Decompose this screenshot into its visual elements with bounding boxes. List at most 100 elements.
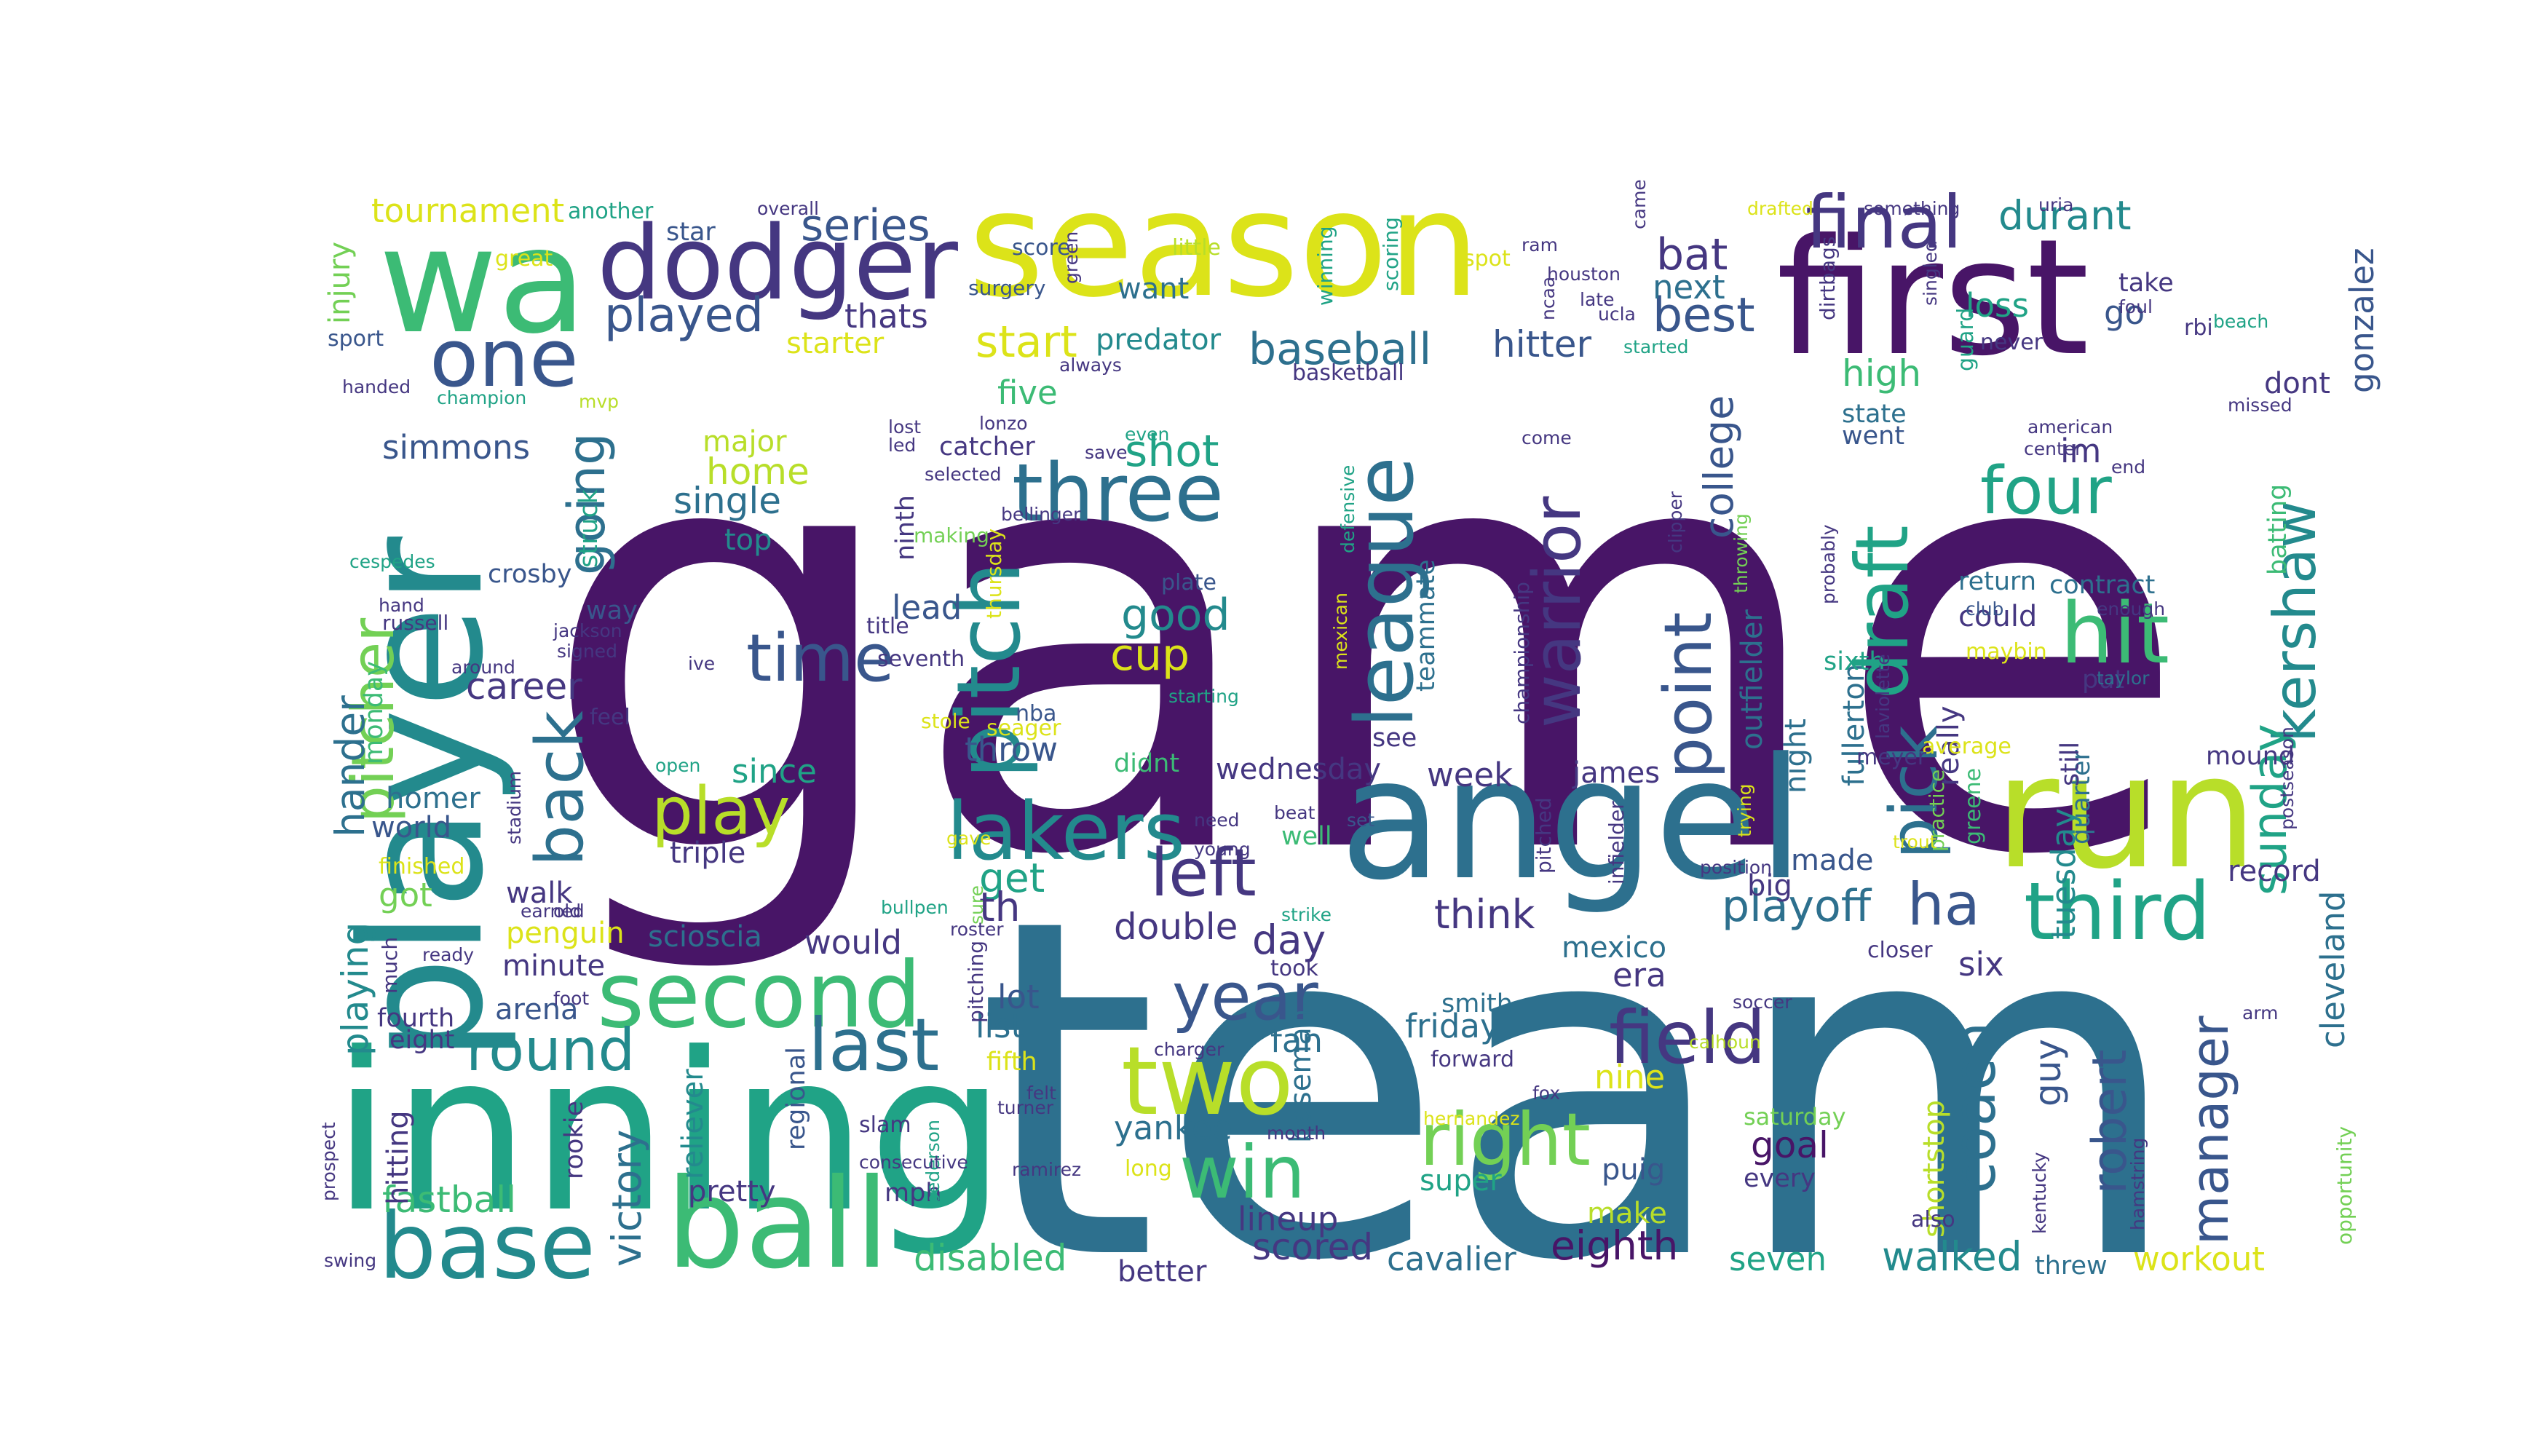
cloud-word-robert: robert [2083, 1049, 2137, 1194]
cloud-word-day: day [1252, 917, 1326, 963]
cloud-word-better: better [1117, 1255, 1207, 1289]
cloud-word-crosby: crosby [488, 560, 571, 589]
cloud-word-plate: plate [1161, 570, 1216, 596]
cloud-word-team: team [976, 820, 2184, 1362]
cloud-word-mexican: mexican [1330, 593, 1351, 670]
cloud-word-teammate: teammate [1412, 559, 1441, 692]
cloud-word-seven: seven [1729, 1240, 1827, 1278]
cloud-word-time: time [746, 620, 894, 697]
cloud-word-young: young [1194, 839, 1251, 860]
cloud-word-mph: mph [885, 1179, 942, 1208]
cloud-word-mound: mound [2206, 742, 2295, 771]
cloud-word-round: round [466, 1016, 635, 1084]
cloud-word-around: around [451, 657, 515, 678]
cloud-word-rookie: rookie [560, 1101, 589, 1179]
cloud-word-defensive: defensive [1337, 465, 1358, 553]
cloud-word-injury: injury [323, 242, 357, 324]
cloud-word-stole: stole [921, 709, 970, 733]
cloud-word-making: making [914, 523, 989, 547]
cloud-word-first: first [1776, 205, 2089, 391]
cloud-word-strike: strike [1281, 904, 1332, 925]
cloud-word-nba: nba [1016, 701, 1056, 727]
cloud-word-closer: closer [1867, 938, 1933, 963]
cloud-word-ncaa: ncaa [1538, 277, 1559, 320]
cloud-word-walk: walk [506, 877, 573, 910]
cloud-word-charger: charger [1154, 1039, 1224, 1060]
cloud-word-always: always [1059, 355, 1122, 376]
cloud-word-lead: lead [892, 588, 962, 627]
cloud-word-finished: finished [379, 854, 464, 879]
cloud-word-workout: workout [2133, 1240, 2265, 1278]
cloud-word-scoring: scoring [1379, 217, 1403, 291]
cloud-word-series: series [801, 200, 930, 251]
cloud-word-calhoun: calhoun [1689, 1032, 1761, 1053]
cloud-word-month: month [1267, 1123, 1326, 1144]
cloud-word-batting: batting [2263, 484, 2292, 575]
cloud-word-point: point [1650, 612, 1727, 779]
cloud-word-uria: uria [2038, 194, 2073, 215]
cloud-word-could: could [1958, 600, 2037, 633]
cloud-word-bellinger: bellinger [1001, 504, 1081, 525]
cloud-word-pretty: pretty [688, 1175, 776, 1208]
cloud-word-cup: cup [1110, 630, 1190, 681]
cloud-word-triple: triple [670, 836, 745, 870]
cloud-word-singled: singled [1920, 240, 1941, 306]
cloud-word-see: see [1372, 724, 1417, 753]
cloud-word-ive: ive [688, 653, 715, 674]
cloud-word-minute: minute [502, 949, 605, 983]
cloud-word-gonzalez: gonzalez [2343, 248, 2381, 393]
cloud-word-lonzo: lonzo [979, 413, 1028, 434]
cloud-word-spot: spot [1463, 246, 1511, 272]
cloud-word-want: want [1117, 272, 1189, 306]
cloud-word-enough: enough [2097, 598, 2165, 620]
cloud-word-consecutive: consecutive [859, 1152, 968, 1173]
cloud-word-victory: victory [604, 1130, 650, 1267]
cloud-word-didnt: didnt [1114, 749, 1179, 778]
cloud-word-good: good [1121, 590, 1230, 641]
cloud-word-sixth: sixth [1824, 647, 1886, 676]
cloud-word-outfielder: outfielder [1736, 609, 1769, 750]
cloud-word-forward: forward [1431, 1047, 1514, 1072]
cloud-word-dont: dont [2264, 367, 2330, 400]
cloud-word-went: went [1842, 422, 1904, 451]
cloud-word-feel: feel [590, 705, 630, 730]
cloud-word-surgery: surgery [968, 276, 1045, 300]
cloud-word-pitched: pitched [1532, 797, 1556, 874]
cloud-word-fourth: fourth [377, 1004, 454, 1033]
cloud-word-every: every [1744, 1164, 1816, 1193]
cloud-word-lineup: lineup [1238, 1200, 1338, 1238]
cloud-word-single: single [673, 480, 781, 522]
cloud-word-loss: loss [1966, 286, 2029, 325]
cloud-word-overall: overall [757, 198, 819, 219]
cloud-word-score: score [1012, 235, 1071, 261]
cloud-word-thursday: thursday [982, 529, 1006, 619]
cloud-word-run: run [1995, 721, 2258, 903]
cloud-word-cavalier: cavalier [1387, 1240, 1516, 1278]
cloud-word-foot: foot [553, 988, 589, 1009]
cloud-word-play: play [652, 773, 791, 850]
cloud-word-soccer: soccer [1733, 992, 1792, 1013]
cloud-word-cleveland: cleveland [2314, 891, 2352, 1048]
cloud-word-eighth: eighth [1551, 1222, 1678, 1269]
cloud-word-season: season [968, 160, 1480, 330]
cloud-word-contract: contract [2049, 571, 2155, 600]
cloud-word-another: another [568, 199, 654, 224]
cloud-word-last: last [808, 1002, 939, 1088]
cloud-word-roster: roster [950, 919, 1004, 940]
cloud-word-pick: pick [1876, 725, 1952, 859]
cloud-word-probably: probably [1818, 524, 1839, 604]
cloud-word-player: player [326, 537, 521, 1063]
cloud-word-laviolette: laviolette [1872, 654, 1894, 739]
cloud-word-starter: starter [786, 327, 885, 360]
cloud-word-position: position [1700, 857, 1772, 878]
cloud-word-winning: winning [1313, 226, 1337, 306]
cloud-word-took: took [1270, 956, 1318, 981]
cloud-word-saturday: saturday [1744, 1103, 1846, 1131]
cloud-word-kershaw: kershaw [2261, 501, 2329, 743]
cloud-word-russell: russell [382, 611, 448, 635]
cloud-word-average: average [1922, 734, 2011, 759]
cloud-word-field: field [1609, 995, 1766, 1080]
cloud-word-championship: championship [1510, 582, 1534, 724]
cloud-word-next: next [1653, 268, 1725, 306]
cloud-word-houston: houston [1547, 264, 1621, 285]
